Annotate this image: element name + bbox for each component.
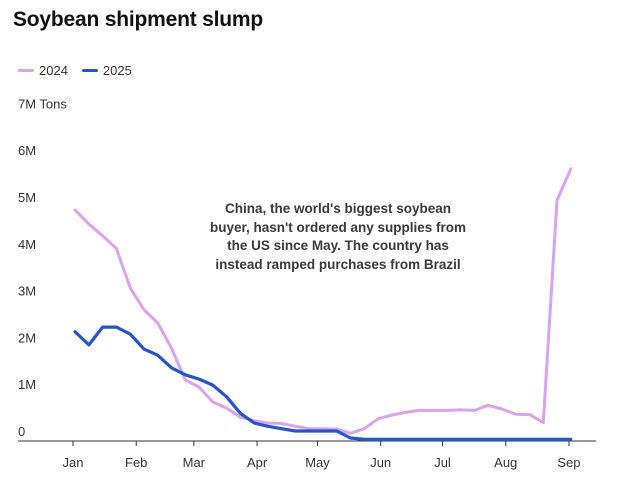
- y-tick-label: 1M: [18, 377, 36, 392]
- chart-title: Soybean shipment slump: [13, 8, 263, 31]
- x-tick-label: Feb: [125, 455, 147, 470]
- legend-label-2025: 2025: [102, 63, 132, 78]
- x-tick-label: May: [305, 455, 330, 470]
- x-tick-label: Aug: [494, 455, 517, 470]
- legend-item-2025: 2025: [81, 63, 132, 78]
- x-tick-label: Jun: [370, 455, 391, 470]
- y-tick-label: 3M: [18, 284, 36, 299]
- series-line-2025: [73, 325, 573, 441]
- y-tick-label: 2M: [18, 330, 36, 345]
- x-tick-label: Jan: [63, 455, 84, 470]
- legend-label-2024: 2024: [39, 63, 68, 78]
- x-tick-label: Apr: [247, 455, 268, 470]
- y-tick-label: 4M: [18, 237, 36, 252]
- x-tick-label: Mar: [183, 455, 206, 470]
- chart-annotation: China, the world's biggest soybean buyer…: [209, 201, 467, 272]
- y-tick-label: 5M: [18, 190, 36, 205]
- legend-swatch-2025: [81, 69, 98, 72]
- y-tick-label: 6M: [18, 143, 36, 158]
- x-tick-label: Jul: [434, 455, 451, 470]
- legend-swatch-2024: [18, 69, 34, 72]
- x-tick-label: Sep: [557, 455, 580, 470]
- legend: 2024 2025: [18, 63, 132, 78]
- y-tick-label: 0: [18, 424, 25, 439]
- y-tick-label: 7M Tons: [18, 96, 67, 111]
- legend-item-2024: 2024: [18, 63, 68, 78]
- series-line-2024: [73, 167, 573, 435]
